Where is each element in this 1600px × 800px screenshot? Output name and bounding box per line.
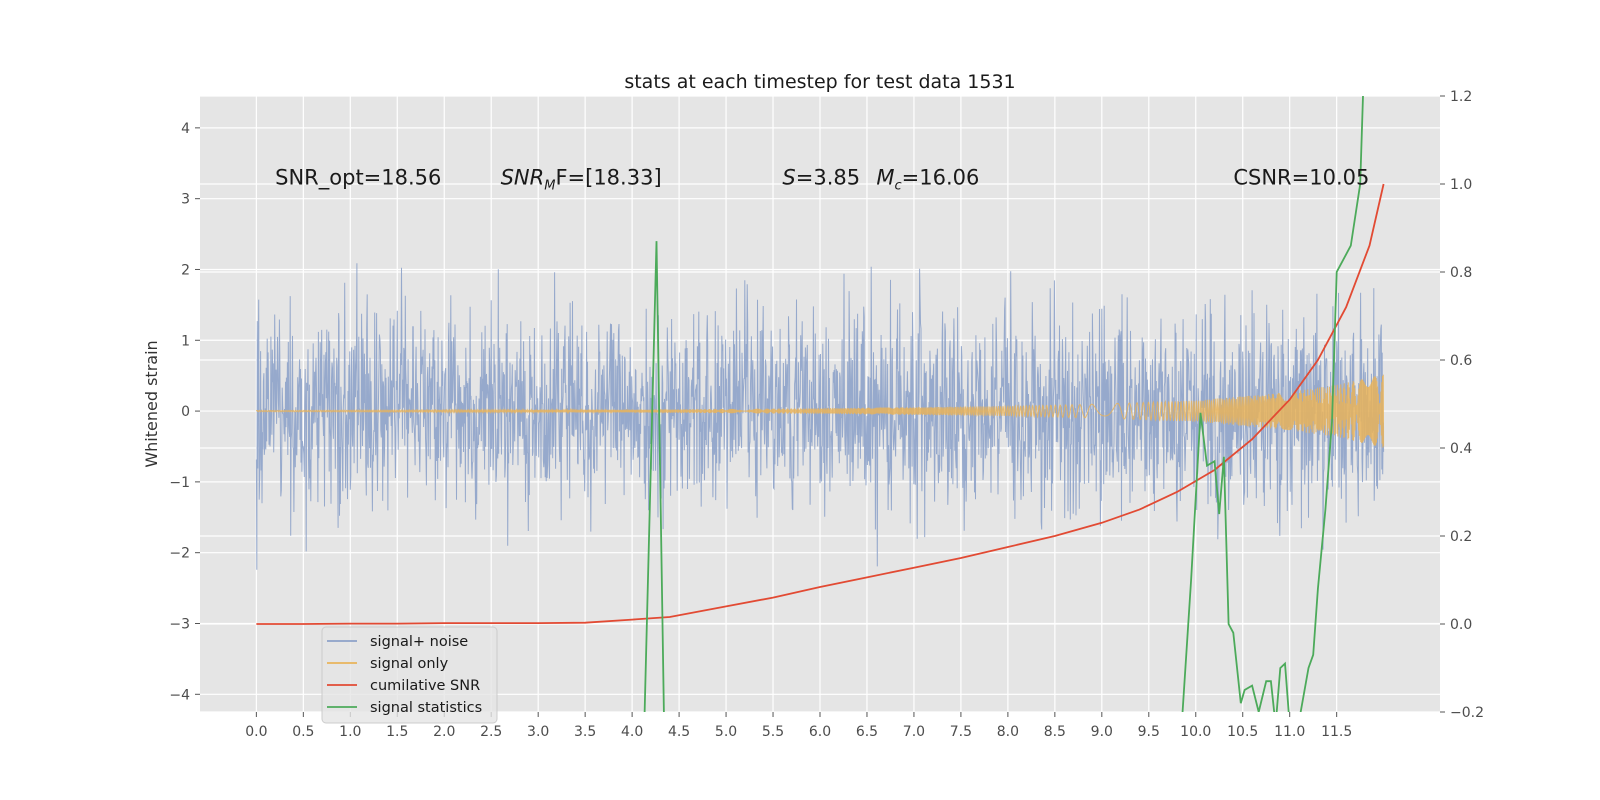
x-tick-label: 10.0 [1180,724,1211,740]
y-right-tick-label: 1.2 [1450,89,1472,105]
legend-label: signal only [370,656,449,672]
annotation-s-value: S=3.85 [782,166,860,190]
y-right-tick-label: 0.6 [1450,353,1472,369]
x-tick-label: 1.5 [386,724,408,740]
x-tick-label: 7.5 [950,724,972,740]
x-tick-label: 0.5 [292,724,314,740]
legend-label: cumilative SNR [370,678,480,694]
x-tick-label: 9.0 [1091,724,1113,740]
y-tick-label: 2 [181,262,190,278]
x-tick-label: 3.0 [527,724,549,740]
y-tick-label: −3 [169,616,190,632]
signal-only-line [255,374,1385,448]
x-tick-label: 6.5 [856,724,878,740]
y-tick-label: 0 [181,404,190,420]
y-tick-label: 4 [181,121,190,137]
x-tick-label: 7.0 [903,724,925,740]
x-tick-label: 6.0 [809,724,831,740]
x-tick-label: 11.5 [1321,724,1352,740]
signal-statistics-series [643,96,1364,712]
x-tick-label: 11.0 [1274,724,1305,740]
signal-noise-line [255,263,1385,570]
annotation-snr-mf-sub: M [544,179,555,194]
x-tick-label: 10.5 [1227,724,1258,740]
y-right-tick-label: 1.0 [1450,177,1472,193]
annotation-snr-mf-base: SNR [501,166,545,190]
legend-box [321,626,498,724]
x-tick-label: 3.5 [574,724,596,740]
y-right-tick-label: 0.0 [1450,617,1472,633]
y-right-tick-label: 0.2 [1450,529,1472,545]
x-axis: 0.0 0.5 1.0 1.5 2.0 2.5 3.0 3.5 4.0 4.5 5.0 5.5 6.0 6… [245,712,1352,740]
y-tick-label: 1 [181,333,190,349]
annotation-csnr: CSNR=10.05 [1233,166,1369,190]
cumulative-snr-line [256,183,1385,625]
annotation-snr-mf-rest: F=[18.33] [555,166,661,190]
legend-label: signal+ noise [370,634,468,650]
x-tick-label: 9.5 [1138,724,1160,740]
x-tick-label: 5.0 [715,724,737,740]
chart-title: stats at each timestep for test data 153… [624,71,1015,93]
annotation-mc-value-base: M [876,166,894,190]
x-tick-label: 8.0 [997,724,1019,740]
signal-statistics-line [1181,96,1364,712]
annotation-mc-value-sub: c [894,179,901,194]
y-tick-label: −4 [169,687,190,703]
signal-statistics-line [643,241,665,712]
signal-noise-series [255,263,1385,570]
annotation-snr-mf: SNRMF=[18.33] [501,166,662,194]
y-right-tick-label: 0.4 [1450,441,1472,457]
signal-only-series [255,374,1385,448]
x-tick-label: 4.5 [668,724,690,740]
annotation-snr-opt: SNR_opt=18.56 [275,166,441,191]
x-tick-label: 5.5 [762,724,784,740]
x-tick-label: 0.0 [245,724,267,740]
annotation-mc-value: Mc=16.06 [876,166,979,194]
x-tick-label: 8.5 [1044,724,1066,740]
legend-label: signal statistics [370,700,482,716]
y-axis-label: Whitened strain [142,340,161,467]
cumulative-snr-series [256,183,1385,625]
y-tick-label: 3 [181,192,190,208]
y-right-tick-label: −0.2 [1450,705,1484,721]
y-tick-label: −1 [169,475,190,491]
y-axis-right: 1.2 1.0 0.8 0.6 0.4 0.2 0.0 −0.2 [1440,89,1484,721]
x-tick-label: 1.0 [339,724,361,740]
x-tick-label: 2.5 [480,724,502,740]
x-tick-label: 2.0 [433,724,455,740]
x-tick-label: 4.0 [621,724,643,740]
annotation-s-value-base: S [782,166,795,190]
annotation-mc-value-rest: =16.06 [902,166,980,190]
legend: signal+ noise signal only cumilative SNR si… [321,626,498,724]
annotations: SNR_opt=18.56 SNRMF=[18.33] S=3.85 Mc=16.06… [275,166,1369,194]
annotation-s-value-rest: =3.85 [796,166,860,190]
y-tick-label: −2 [169,546,190,562]
y-right-tick-label: 0.8 [1450,265,1472,281]
y-axis-left: 4 3 2 1 0 −1 −2 −3 −4 [169,121,200,703]
